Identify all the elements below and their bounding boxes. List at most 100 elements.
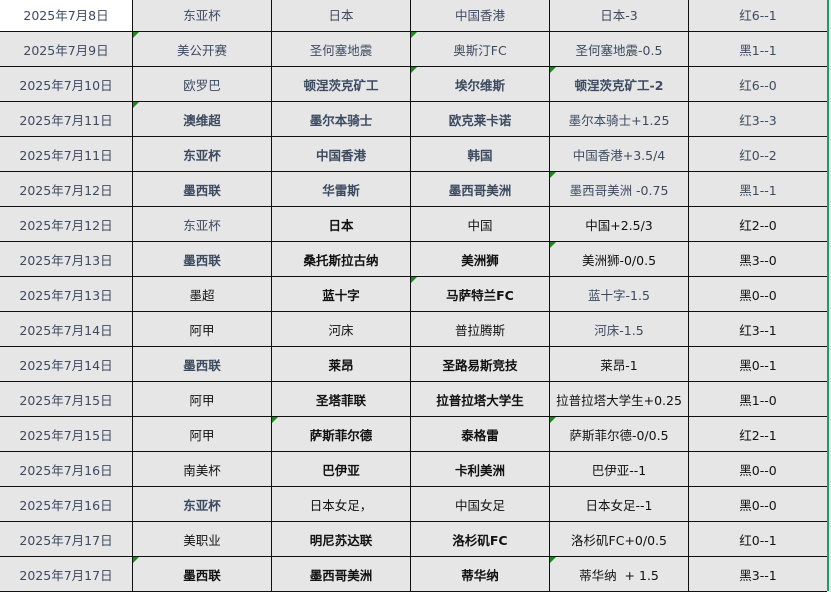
handicap-cell[interactable]: 拉普拉塔大学生+0.25 — [550, 382, 689, 417]
date-cell[interactable]: 2025年7月15日 — [0, 382, 133, 417]
handicap-cell[interactable]: 莱昂-1 — [550, 347, 689, 382]
result-cell[interactable]: 黑1--1 — [689, 32, 827, 67]
league-cell[interactable]: 欧罗巴 — [133, 67, 272, 102]
away-team-cell[interactable]: 中国 — [411, 207, 550, 242]
result-cell[interactable]: 黑0--0 — [689, 452, 827, 487]
result-cell[interactable]: 红3--1 — [689, 312, 827, 347]
result-cell[interactable]: 红2--1 — [689, 417, 827, 452]
away-team-cell[interactable]: 洛杉矶FC — [411, 522, 550, 557]
league-cell[interactable]: 美职业 — [133, 522, 272, 557]
handicap-cell[interactable]: 中国+2.5/3 — [550, 207, 689, 242]
league-cell[interactable]: 南美杯 — [133, 452, 272, 487]
away-team-cell[interactable]: 韩国 — [411, 137, 550, 172]
date-cell[interactable]: 2025年7月15日 — [0, 417, 133, 452]
result-cell[interactable]: 黑1--1 — [689, 172, 827, 207]
home-team-cell[interactable]: 莱昂 — [272, 347, 411, 382]
away-team-cell[interactable]: 中国香港 — [411, 0, 550, 32]
away-team-cell[interactable]: 欧克莱卡诺 — [411, 102, 550, 137]
away-team-cell[interactable]: 泰格雷 — [411, 417, 550, 452]
result-cell[interactable]: 黑3--0 — [689, 242, 827, 277]
result-cell[interactable]: 红6--1 — [689, 0, 827, 32]
result-cell[interactable]: 红2--0 — [689, 207, 827, 242]
home-team-cell[interactable]: 日本 — [272, 0, 411, 32]
date-cell[interactable]: 2025年7月13日 — [0, 277, 133, 312]
home-team-cell[interactable]: 河床 — [272, 312, 411, 347]
league-cell[interactable]: 墨西联 — [133, 242, 272, 277]
result-cell[interactable]: 黑0--0 — [689, 487, 827, 522]
league-cell[interactable]: 墨西联 — [133, 347, 272, 382]
handicap-cell[interactable]: 巴伊亚--1 — [550, 452, 689, 487]
home-team-cell[interactable]: 日本 — [272, 207, 411, 242]
home-team-cell[interactable]: 圣何塞地震 — [272, 32, 411, 67]
result-cell[interactable]: 红0--1 — [689, 522, 827, 557]
handicap-cell[interactable]: 美洲狮-0/0.5 — [550, 242, 689, 277]
away-team-cell[interactable]: 奥斯汀FC — [411, 32, 550, 67]
away-team-cell[interactable]: 马萨特兰FC — [411, 277, 550, 312]
league-cell[interactable]: 东亚杯 — [133, 137, 272, 172]
date-cell[interactable]: 2025年7月13日 — [0, 242, 133, 277]
handicap-cell[interactable]: 圣何塞地震-0.5 — [550, 32, 689, 67]
away-team-cell[interactable]: 埃尔维斯 — [411, 67, 550, 102]
date-cell[interactable]: 2025年7月12日 — [0, 172, 133, 207]
away-team-cell[interactable]: 中国女足 — [411, 487, 550, 522]
handicap-cell[interactable]: 墨西哥美洲 -0.75 — [550, 172, 689, 207]
league-cell[interactable]: 墨西联 — [133, 557, 272, 592]
date-cell[interactable]: 2025年7月17日 — [0, 522, 133, 557]
date-cell[interactable]: 2025年7月16日 — [0, 452, 133, 487]
home-team-cell[interactable]: 顿涅茨克矿工 — [272, 67, 411, 102]
away-team-cell[interactable]: 墨西哥美洲 — [411, 172, 550, 207]
handicap-cell[interactable]: 蒂华纳 + 1.5 — [550, 557, 689, 592]
league-cell[interactable]: 阿甲 — [133, 382, 272, 417]
handicap-cell[interactable]: 河床-1.5 — [550, 312, 689, 347]
result-cell[interactable]: 黑3--1 — [689, 557, 827, 592]
away-team-cell[interactable]: 普拉腾斯 — [411, 312, 550, 347]
result-cell[interactable]: 红0--2 — [689, 137, 827, 172]
home-team-cell[interactable]: 墨西哥美洲 — [272, 557, 411, 592]
home-team-cell[interactable]: 萨斯菲尔德 — [272, 417, 411, 452]
handicap-cell[interactable]: 墨尔本骑士+1.25 — [550, 102, 689, 137]
date-cell[interactable]: 2025年7月10日 — [0, 67, 133, 102]
home-team-cell[interactable]: 中国香港 — [272, 137, 411, 172]
home-team-cell[interactable]: 蓝十字 — [272, 277, 411, 312]
home-team-cell[interactable]: 墨尔本骑士 — [272, 102, 411, 137]
away-team-cell[interactable]: 蒂华纳 — [411, 557, 550, 592]
league-cell[interactable]: 阿甲 — [133, 417, 272, 452]
home-team-cell[interactable]: 桑托斯拉古纳 — [272, 242, 411, 277]
home-team-cell[interactable]: 巴伊亚 — [272, 452, 411, 487]
date-cell[interactable]: 2025年7月11日 — [0, 102, 133, 137]
league-cell[interactable]: 东亚杯 — [133, 487, 272, 522]
date-cell[interactable]: 2025年7月8日 — [0, 0, 133, 32]
date-cell[interactable]: 2025年7月11日 — [0, 137, 133, 172]
home-team-cell[interactable]: 日本女足， — [272, 487, 411, 522]
result-cell[interactable]: 黑0--0 — [689, 277, 827, 312]
date-cell[interactable]: 2025年7月14日 — [0, 312, 133, 347]
league-cell[interactable]: 墨超 — [133, 277, 272, 312]
date-cell[interactable]: 2025年7月17日 — [0, 557, 133, 592]
date-cell[interactable]: 2025年7月14日 — [0, 347, 133, 382]
result-cell[interactable]: 红6--0 — [689, 67, 827, 102]
home-team-cell[interactable]: 明尼苏达联 — [272, 522, 411, 557]
league-cell[interactable]: 美公开赛 — [133, 32, 272, 67]
home-team-cell[interactable]: 华雷斯 — [272, 172, 411, 207]
league-cell[interactable]: 阿甲 — [133, 312, 272, 347]
handicap-cell[interactable]: 蓝十字-1.5 — [550, 277, 689, 312]
league-cell[interactable]: 澳维超 — [133, 102, 272, 137]
date-cell[interactable]: 2025年7月12日 — [0, 207, 133, 242]
result-cell[interactable]: 黑1--0 — [689, 382, 827, 417]
home-team-cell[interactable]: 圣塔菲联 — [272, 382, 411, 417]
date-cell[interactable]: 2025年7月9日 — [0, 32, 133, 67]
league-cell[interactable]: 东亚杯 — [133, 0, 272, 32]
league-cell[interactable]: 东亚杯 — [133, 207, 272, 242]
date-cell[interactable]: 2025年7月16日 — [0, 487, 133, 522]
handicap-cell[interactable]: 中国香港+3.5/4 — [550, 137, 689, 172]
away-team-cell[interactable]: 卡利美洲 — [411, 452, 550, 487]
handicap-cell[interactable]: 萨斯菲尔德-0/0.5 — [550, 417, 689, 452]
handicap-cell[interactable]: 顿涅茨克矿工-2 — [550, 67, 689, 102]
handicap-cell[interactable]: 洛杉矶FC+0/0.5 — [550, 522, 689, 557]
away-team-cell[interactable]: 美洲狮 — [411, 242, 550, 277]
away-team-cell[interactable]: 拉普拉塔大学生 — [411, 382, 550, 417]
result-cell[interactable]: 红3--3 — [689, 102, 827, 137]
result-cell[interactable]: 黑0--1 — [689, 347, 827, 382]
handicap-cell[interactable]: 日本-3 — [550, 0, 689, 32]
handicap-cell[interactable]: 日本女足--1 — [550, 487, 689, 522]
